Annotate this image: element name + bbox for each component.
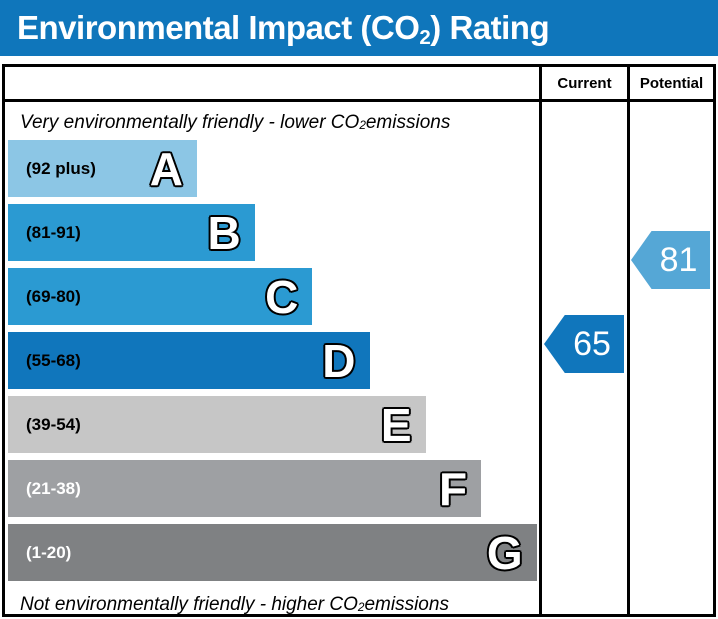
band-range-label: (92 plus)	[26, 158, 96, 178]
potential-rating-value: 81	[659, 240, 698, 279]
band-range-label: (81-91)	[26, 222, 81, 242]
rating-table: Current Potential Very environmentally f…	[2, 64, 716, 617]
current-rating-arrow: 65	[544, 315, 624, 373]
band-range-label: (69-80)	[26, 286, 81, 306]
current-column: 65	[539, 102, 627, 614]
band-letter: C	[265, 270, 299, 323]
top-note: Very environmentally friendly - lower CO…	[20, 111, 451, 133]
band-letter: B	[207, 206, 241, 259]
band-column: Very environmentally friendly - lower CO…	[5, 102, 539, 614]
potential-column: 81	[627, 102, 713, 614]
band-row-f: (21-38) F	[8, 460, 482, 517]
chart-title: Environmental Impact (CO2) Rating	[17, 9, 550, 50]
band-range-label: (1-20)	[26, 542, 72, 562]
band-row-b: (81-91) B	[8, 204, 255, 261]
band-letter: D	[322, 334, 356, 387]
potential-rating-arrow: 81	[631, 231, 710, 289]
band-letter: F	[439, 462, 468, 515]
current-column-header: Current	[539, 67, 627, 102]
current-rating-value: 65	[573, 324, 611, 363]
bottom-note: Not environmentally friendly - higher CO…	[20, 593, 449, 615]
band-row-g: (1-20) G	[8, 524, 537, 581]
co2-subscript: 2	[359, 118, 366, 132]
potential-column-header: Potential	[627, 67, 713, 102]
band-letter: E	[380, 398, 412, 451]
band-row-d: (55-68) D	[8, 332, 370, 389]
chart-title-bar: Environmental Impact (CO2) Rating	[0, 0, 718, 56]
co2-subscript: 2	[419, 26, 431, 50]
band-column-header-spacer	[5, 67, 539, 102]
band-letter: A	[149, 142, 184, 195]
band-row-c: (69-80) C	[8, 268, 313, 325]
co2-subscript: 2	[357, 600, 365, 614]
band-range-label: (39-54)	[26, 414, 81, 434]
band-row-a: (92 plus) A	[8, 140, 198, 197]
band-row-e: (39-54) E	[8, 396, 426, 453]
band-range-label: (21-38)	[26, 478, 81, 498]
band-letter: G	[486, 526, 523, 579]
band-range-label: (55-68)	[26, 350, 81, 370]
